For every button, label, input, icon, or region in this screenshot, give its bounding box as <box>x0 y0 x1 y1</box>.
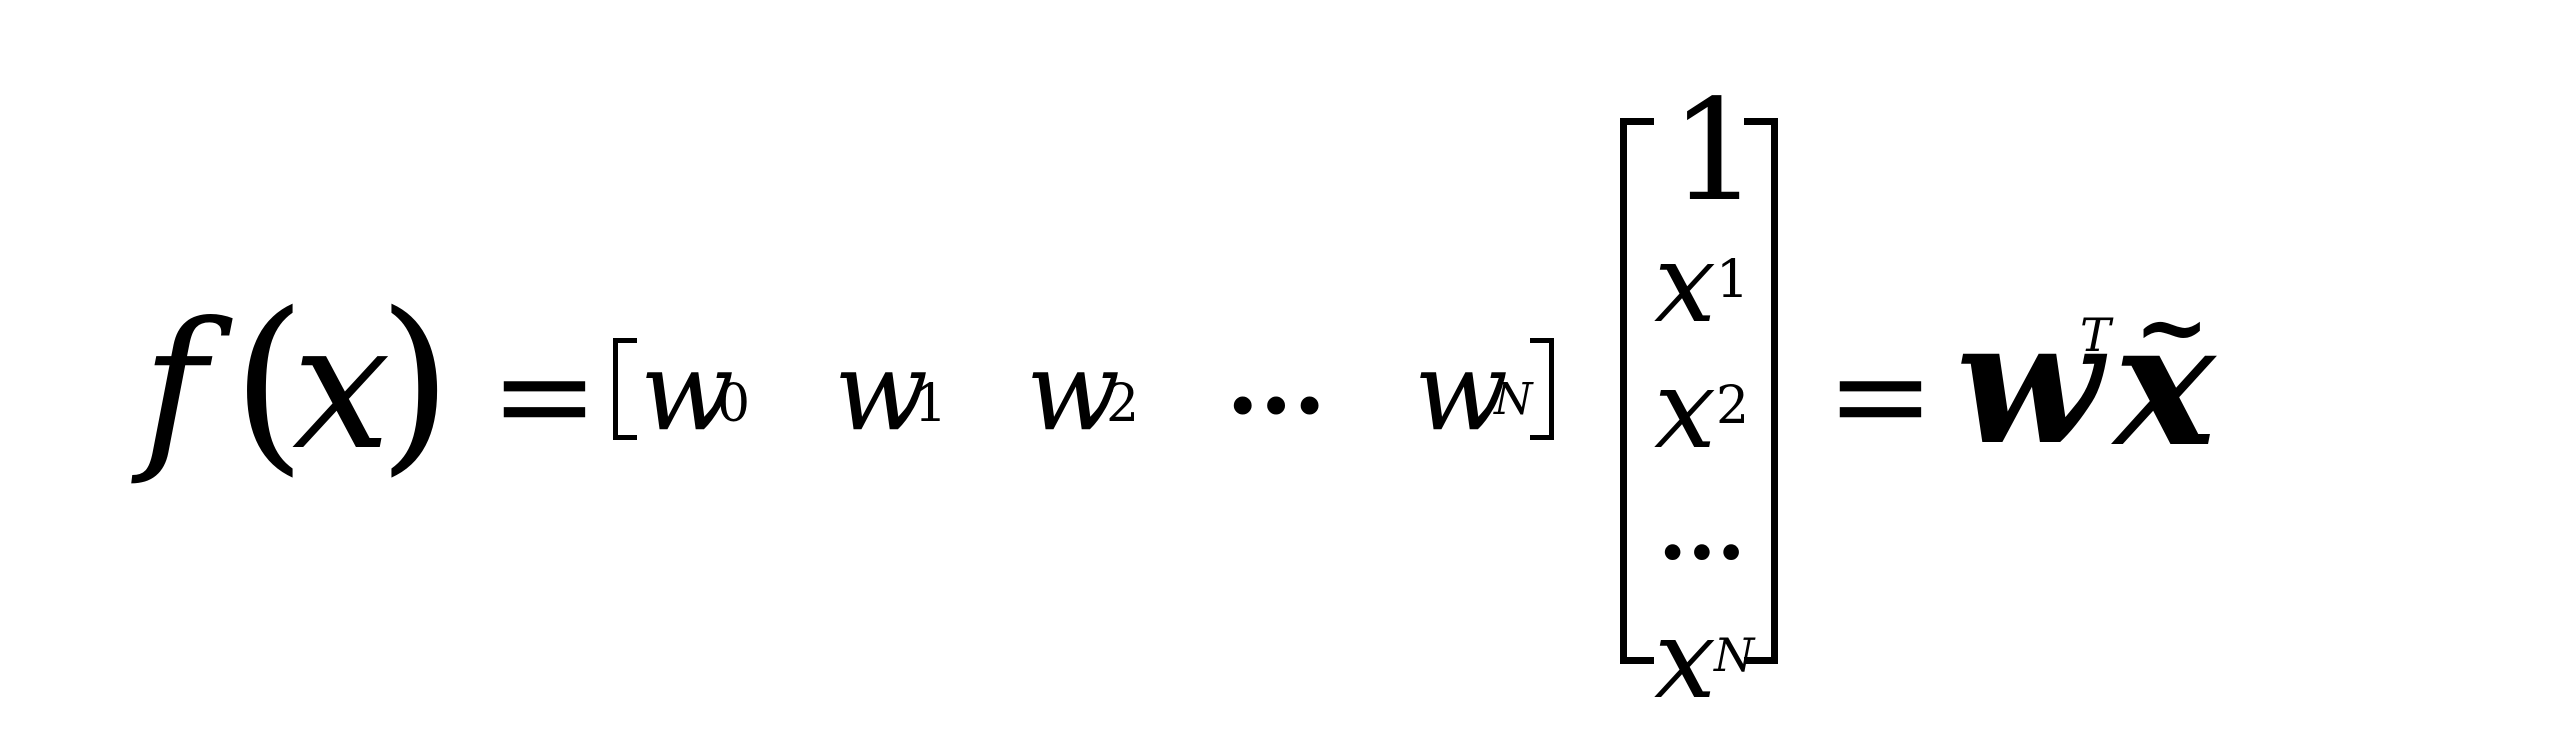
function-symbol: f <box>142 286 207 489</box>
lhs-variable-x: x <box>292 286 391 489</box>
rhs-weight-vector: w <box>1956 283 2103 483</box>
row-entry-w0-base: w <box>640 327 735 455</box>
row-entry-w2-subscript: 2 <box>1106 374 1140 434</box>
row-entry-wN-subscript: N <box>1494 374 1533 425</box>
column-entry-ellipsis: ... <box>1658 480 1746 579</box>
equals-sign-rhs: = <box>1826 319 1935 471</box>
row-entry-w0-subscript: 0 <box>717 374 751 434</box>
column-entry-x2-base: x <box>1654 345 1717 473</box>
rhs-transpose-superscript: T <box>2080 308 2111 362</box>
column-entry-x2-subscript: 2 <box>1716 376 1750 436</box>
row-entry-ellipsis: ... <box>1226 323 1327 436</box>
row-entry-w1-base: w <box>834 327 929 455</box>
close-parenthesis: ) <box>378 272 453 493</box>
open-parenthesis: ( <box>232 272 307 493</box>
tilde-accent: ~ <box>2134 274 2210 380</box>
row-entry-w1-subscript: 1 <box>914 374 948 434</box>
row-entry-w2-base: w <box>1026 327 1121 455</box>
equals-sign: = <box>490 319 599 471</box>
column-entry-x1-subscript: 1 <box>1716 250 1750 310</box>
column-entry-xN-base: x <box>1654 595 1717 723</box>
column-entry-xN-subscript: N <box>1714 628 1755 682</box>
column-entry-x1-base: x <box>1654 219 1717 347</box>
column-entry-one: 1 <box>1670 70 1760 233</box>
row-entry-wN-base: w <box>1414 327 1509 455</box>
rhs-augmented-input-vector: x <box>2114 285 2216 485</box>
